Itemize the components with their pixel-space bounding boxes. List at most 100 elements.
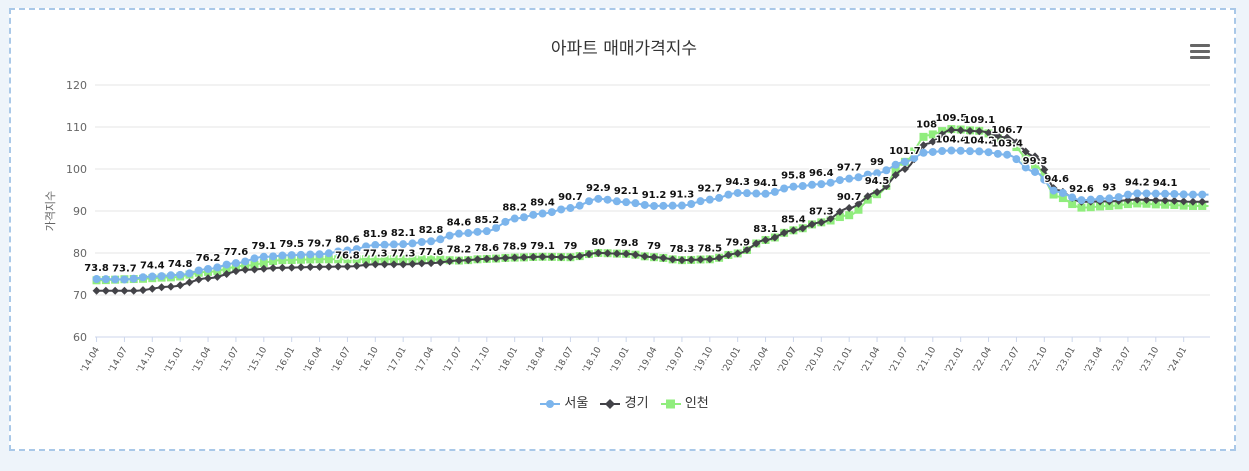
- series-gyeonggi-point[interactable]: [854, 199, 863, 208]
- series-seoul-point[interactable]: [817, 180, 826, 189]
- series-gyeonggi-point[interactable]: [464, 256, 473, 265]
- series-seoul-point[interactable]: [343, 246, 352, 255]
- series-seoul-point[interactable]: [715, 193, 724, 202]
- series-seoul-point[interactable]: [287, 251, 296, 260]
- series-gyeonggi-point[interactable]: [1179, 197, 1188, 206]
- series-seoul-point[interactable]: [547, 208, 556, 217]
- series-gyeonggi-point[interactable]: [129, 286, 138, 295]
- series-incheon-point[interactable]: [1170, 201, 1179, 210]
- series-seoul-point[interactable]: [482, 227, 491, 236]
- series-seoul-point[interactable]: [1031, 167, 1040, 176]
- series-gyeonggi-point[interactable]: [436, 258, 445, 267]
- series-incheon-point[interactable]: [250, 260, 259, 269]
- series-incheon-point[interactable]: [1021, 154, 1030, 163]
- series-gyeonggi-point[interactable]: [287, 263, 296, 272]
- series-seoul-point[interactable]: [659, 201, 668, 210]
- legend-item-incheon[interactable]: 인천: [660, 392, 709, 411]
- series-incheon-point[interactable]: [269, 256, 278, 265]
- series-seoul-point[interactable]: [231, 259, 240, 268]
- series-seoul-point[interactable]: [770, 187, 779, 196]
- series-gyeonggi-point[interactable]: [417, 259, 426, 268]
- series-seoul-point[interactable]: [213, 263, 222, 272]
- series-gyeonggi-point[interactable]: [566, 253, 575, 262]
- series-seoul-point[interactable]: [529, 210, 538, 219]
- series-seoul-point[interactable]: [1161, 189, 1170, 198]
- series-incheon-point[interactable]: [343, 255, 352, 264]
- series-seoul-point[interactable]: [334, 247, 343, 256]
- series-seoul-point[interactable]: [677, 201, 686, 210]
- series-gyeonggi-point[interactable]: [92, 286, 101, 295]
- series-incheon-point[interactable]: [845, 211, 854, 220]
- series-gyeonggi-point[interactable]: [956, 126, 965, 135]
- series-gyeonggi-point[interactable]: [269, 264, 278, 273]
- series-seoul-point[interactable]: [761, 189, 770, 198]
- series-gyeonggi-point[interactable]: [380, 260, 389, 269]
- series-incheon-point[interactable]: [1068, 200, 1077, 209]
- series-seoul-point[interactable]: [241, 257, 250, 266]
- series-incheon-point[interactable]: [1151, 200, 1160, 209]
- series-gyeonggi-point[interactable]: [278, 263, 287, 272]
- series-incheon-point[interactable]: [1161, 200, 1170, 209]
- series-incheon-point[interactable]: [1086, 203, 1095, 212]
- series-incheon-point[interactable]: [399, 255, 408, 264]
- series-gyeonggi-point[interactable]: [668, 255, 677, 264]
- series-gyeonggi-point[interactable]: [166, 282, 175, 291]
- series-gyeonggi-point[interactable]: [547, 252, 556, 261]
- series-seoul-point[interactable]: [166, 271, 175, 280]
- series-incheon-point[interactable]: [408, 255, 417, 264]
- series-seoul-point[interactable]: [891, 160, 900, 169]
- series-gyeonggi-point[interactable]: [454, 256, 463, 265]
- series-seoul-point[interactable]: [557, 205, 566, 214]
- series-incheon-point[interactable]: [315, 255, 324, 264]
- series-seoul-point[interactable]: [603, 195, 612, 204]
- series-seoul-point[interactable]: [956, 146, 965, 155]
- series-gyeonggi-point[interactable]: [947, 125, 956, 134]
- series-gyeonggi-point[interactable]: [622, 249, 631, 258]
- series-seoul-point[interactable]: [315, 250, 324, 259]
- series-seoul-point[interactable]: [157, 272, 166, 281]
- series-incheon-point[interactable]: [891, 166, 900, 175]
- series-seoul-point[interactable]: [975, 147, 984, 156]
- series-incheon-point[interactable]: [362, 255, 371, 264]
- series-seoul-point[interactable]: [148, 272, 157, 281]
- series-seoul-point[interactable]: [492, 223, 501, 232]
- series-incheon-point[interactable]: [334, 255, 343, 264]
- series-gyeonggi-point[interactable]: [631, 250, 640, 259]
- series-gyeonggi-point[interactable]: [222, 270, 231, 278]
- series-gyeonggi-point[interactable]: [696, 255, 705, 264]
- series-seoul-point[interactable]: [919, 148, 928, 157]
- series-seoul-point[interactable]: [454, 229, 463, 238]
- series-incheon-point[interactable]: [352, 255, 361, 264]
- series-seoul-point[interactable]: [380, 240, 389, 249]
- series-incheon-point[interactable]: [1096, 202, 1105, 211]
- series-gyeonggi-point[interactable]: [101, 286, 110, 295]
- series-gyeonggi-point[interactable]: [194, 275, 203, 284]
- series-incheon-point[interactable]: [389, 255, 398, 264]
- series-gyeonggi-point[interactable]: [1003, 133, 1012, 142]
- series-gyeonggi-point[interactable]: [733, 249, 742, 258]
- series-seoul-point[interactable]: [296, 250, 305, 259]
- series-gyeonggi-point[interactable]: [250, 265, 259, 274]
- legend-item-gyeonggi[interactable]: 경기: [600, 392, 649, 411]
- series-gyeonggi-point[interactable]: [427, 259, 436, 268]
- series-seoul-point[interactable]: [1049, 186, 1058, 195]
- series-incheon-point[interactable]: [1198, 201, 1207, 210]
- series-gyeonggi-point[interactable]: [900, 165, 909, 173]
- series-gyeonggi-point[interactable]: [399, 260, 408, 269]
- series-seoul-point[interactable]: [947, 146, 956, 155]
- series-seoul-point[interactable]: [1086, 195, 1095, 204]
- series-gyeonggi-point[interactable]: [1151, 196, 1160, 205]
- series-gyeonggi-point[interactable]: [845, 204, 854, 213]
- series-seoul-point[interactable]: [473, 227, 482, 236]
- series-seoul-point[interactable]: [1077, 196, 1086, 205]
- series-seoul-point[interactable]: [585, 197, 594, 206]
- series-gyeonggi-point[interactable]: [1133, 195, 1142, 204]
- series-seoul-point[interactable]: [742, 189, 751, 198]
- series-incheon-point[interactable]: [222, 264, 231, 273]
- series-seoul-point[interactable]: [194, 266, 203, 275]
- series-seoul-point[interactable]: [965, 147, 974, 156]
- series-gyeonggi-point[interactable]: [863, 192, 872, 201]
- series-gyeonggi-point[interactable]: [501, 253, 510, 262]
- series-incheon-point[interactable]: [1012, 143, 1021, 152]
- series-gyeonggi-point[interactable]: [575, 252, 584, 261]
